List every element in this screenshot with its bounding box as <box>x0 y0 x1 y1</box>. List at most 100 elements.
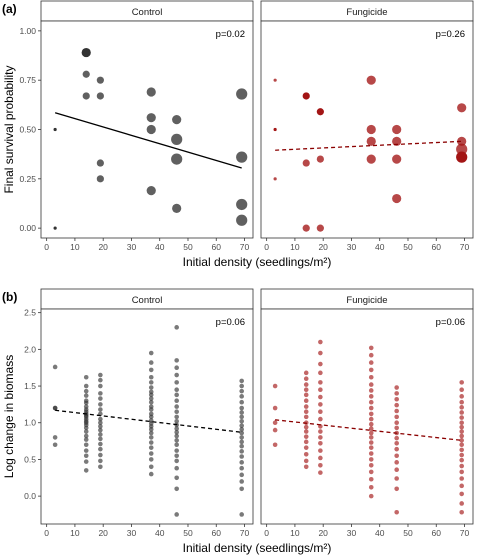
data-point <box>368 426 374 431</box>
data-point <box>459 420 464 426</box>
data-point <box>368 345 374 351</box>
x-axis-label: Initial density (seedlings/m²) <box>183 255 332 269</box>
data-point <box>394 408 399 414</box>
data-point <box>239 378 244 384</box>
data-point <box>459 501 464 506</box>
y-tick-label: 0.75 <box>19 75 36 85</box>
data-point <box>368 476 374 482</box>
data-point <box>239 443 244 449</box>
data-point <box>98 464 103 470</box>
data-point <box>368 485 374 490</box>
data-point <box>83 442 89 448</box>
data-point <box>98 416 103 422</box>
data-point <box>394 486 399 492</box>
data-point <box>148 360 154 365</box>
data-point <box>368 493 374 499</box>
data-point <box>148 367 154 373</box>
data-point <box>459 447 464 453</box>
plot-frame <box>40 308 254 525</box>
data-point <box>53 127 57 132</box>
data-point <box>368 388 374 393</box>
data-point <box>148 435 154 440</box>
data-point <box>368 352 374 358</box>
data-point <box>459 387 464 393</box>
data-point <box>459 438 464 443</box>
p-value-label: p=0.06 <box>436 317 465 328</box>
data-point <box>394 446 399 452</box>
data-point <box>83 433 89 439</box>
facet-control: Control p=0.02 0 10 20 30 40 50 60 70 <box>40 0 254 252</box>
data-point <box>174 458 179 464</box>
data-point <box>83 453 89 459</box>
data-point <box>318 380 323 385</box>
data-point <box>174 453 179 459</box>
data-point <box>98 420 103 426</box>
data-point <box>318 435 323 440</box>
data-point <box>459 394 464 399</box>
data-point <box>174 325 179 330</box>
data-point <box>239 486 244 492</box>
data-point <box>171 153 183 165</box>
data-point <box>239 430 244 436</box>
data-point <box>52 364 58 370</box>
data-point <box>272 427 278 433</box>
data-point <box>98 446 103 452</box>
data-point <box>303 414 309 420</box>
data-point <box>318 455 323 461</box>
data-point <box>98 458 103 464</box>
data-point <box>392 136 402 146</box>
data-point <box>239 460 244 465</box>
data-point <box>172 203 182 214</box>
data-point <box>303 458 309 464</box>
x-tick-label: 40 <box>375 242 385 252</box>
data-point <box>174 372 179 378</box>
data-point <box>272 383 278 389</box>
data-point <box>146 124 156 135</box>
data-point <box>394 453 399 459</box>
data-point <box>174 448 179 453</box>
data-point <box>96 92 104 100</box>
facet-strip-label: Fungicide <box>346 295 387 306</box>
data-point <box>174 433 179 439</box>
data-point <box>174 380 179 385</box>
data-point <box>148 350 154 356</box>
data-point <box>52 435 58 440</box>
data-point <box>394 467 399 472</box>
data-point <box>148 392 154 398</box>
data-point <box>98 436 103 442</box>
data-point <box>148 374 154 380</box>
data-point <box>459 410 464 415</box>
x-tick-label: 60 <box>432 242 442 252</box>
data-point <box>459 457 464 463</box>
trend-line <box>55 409 242 433</box>
data-point <box>394 509 399 515</box>
data-point <box>98 383 103 389</box>
data-point <box>148 396 154 401</box>
x-tick-label: 60 <box>212 242 222 252</box>
data-point <box>368 421 374 427</box>
data-point <box>148 464 154 470</box>
x-tick-label: 30 <box>127 242 137 252</box>
data-point <box>368 430 374 436</box>
data-point <box>392 124 402 135</box>
data-point <box>302 92 310 100</box>
y-tick-label: 2.5 <box>24 308 36 318</box>
data-point <box>368 399 374 405</box>
data-point <box>148 440 154 445</box>
x-tick-label: 50 <box>403 528 413 538</box>
data-point <box>148 471 154 477</box>
data-point <box>459 491 464 497</box>
x-tick-label: 40 <box>375 528 385 538</box>
data-point <box>98 424 103 429</box>
data-point <box>174 365 179 371</box>
x-tick-label: 20 <box>98 242 108 252</box>
data-point <box>174 429 179 435</box>
data-point <box>239 414 244 420</box>
data-point <box>303 445 309 450</box>
data-point <box>368 416 374 422</box>
data-point <box>239 405 244 411</box>
data-point <box>394 476 399 481</box>
data-point <box>368 360 374 365</box>
x-tick-label: 40 <box>155 242 165 252</box>
